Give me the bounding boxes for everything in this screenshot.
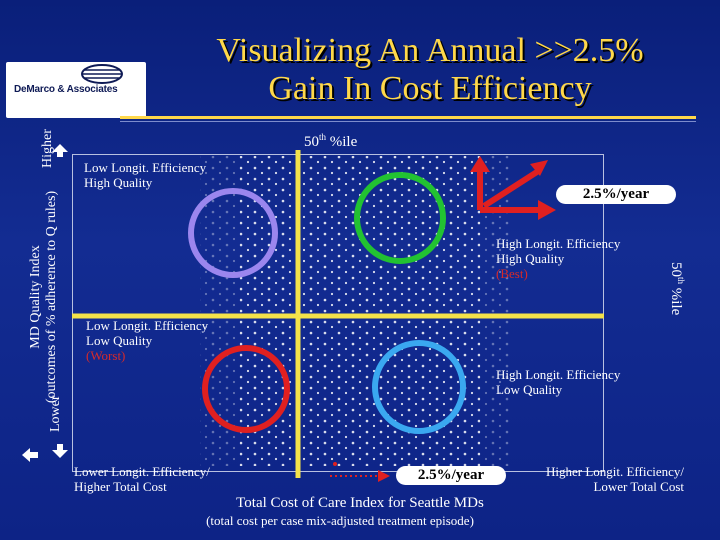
y-axis-title-line-1: MD Quality Index xyxy=(28,245,43,349)
median-right-text: %ile xyxy=(668,284,684,316)
quadrant-top-left-label: Low Longit. Efficiency High Quality xyxy=(84,160,206,190)
scatter-band-wide xyxy=(200,156,510,466)
arrow-left-icon xyxy=(22,448,38,462)
quadrant-top-right-line-3: (Best) xyxy=(496,266,528,281)
x-axis-title: Total Cost of Care Index for Seattle MDs xyxy=(236,495,484,511)
quadrant-bottom-left-line-3: (Worst) xyxy=(86,348,126,363)
quadrant-top-right-label: High Longit. Efficiency High Quality (Be… xyxy=(496,236,620,281)
median-top-sup: th xyxy=(319,132,327,142)
rate-label-bottom: 2.5%/year xyxy=(396,466,506,485)
arrow-right-icon xyxy=(330,462,390,482)
median-top-text: %ile xyxy=(326,134,358,150)
quadrant-top-right-line-1: High Longit. Efficiency xyxy=(496,236,621,251)
title-line-2: Gain In Cost Efficiency xyxy=(268,70,592,107)
x-axis-right-label: Higher Longit. Efficiency/ Lower Total C… xyxy=(510,464,684,494)
median-top-label: 50th %ile xyxy=(304,132,357,151)
title-line-1: Visualizing An Annual >>2.5% xyxy=(216,32,644,69)
x-axis-right-line-2: Lower Total Cost xyxy=(593,479,684,494)
circle-top-left xyxy=(188,188,278,278)
plot-area xyxy=(72,154,604,472)
quadrant-top-right-line-2: High Quality xyxy=(496,251,565,266)
x-axis-right-line-1: Higher Longit. Efficiency/ xyxy=(545,464,684,479)
quadrant-top-left-line-2: High Quality xyxy=(84,175,153,190)
arrow-up-right-icon xyxy=(470,156,556,220)
quadrant-bottom-right-line-1: High Longit. Efficiency xyxy=(496,367,621,382)
title-underline-thin xyxy=(120,121,696,122)
x-axis-subtitle: (total cost per case mix-adjusted treatm… xyxy=(206,513,474,528)
quadrant-bottom-left-label: Low Longit. Efficiency Low Quality (Wors… xyxy=(86,318,208,363)
page-title: Visualizing An Annual >>2.5% Gain In Cos… xyxy=(150,32,710,108)
title-underline xyxy=(120,116,696,119)
circle-top-right xyxy=(354,172,446,264)
circle-bottom-left xyxy=(202,345,290,433)
arrow-up-icon xyxy=(52,144,68,157)
quadrant-bottom-right-label: High Longit. Efficiency Low Quality xyxy=(496,367,620,397)
median-right-label: 50th %ile xyxy=(667,262,686,315)
arrow-down-icon xyxy=(52,444,68,458)
quadrant-bottom-left-line-1: Low Longit. Efficiency xyxy=(86,318,209,333)
x-axis-left-line-1: Lower Longit. Efficiency/ xyxy=(74,464,210,479)
x-axis-left-label: Lower Longit. Efficiency/ Higher Total C… xyxy=(74,464,210,494)
y-axis-lower-label: Lower xyxy=(48,395,63,432)
circle-bottom-right xyxy=(372,340,466,434)
median-right-num: 50 xyxy=(668,262,684,277)
quadrant-bottom-right-line-2: Low Quality xyxy=(496,382,563,397)
quadrant-bottom-left-line-2: Low Quality xyxy=(86,333,153,348)
median-top-num: 50 xyxy=(304,134,319,150)
logo-name: DeMarco & Associates xyxy=(14,84,118,95)
y-axis-higher-label: Higher xyxy=(40,129,55,168)
rate-label-top: 2.5%/year xyxy=(556,185,676,204)
x-axis-left-line-2: Higher Total Cost xyxy=(74,479,167,494)
quadrant-top-left-line-1: Low Longit. Efficiency xyxy=(84,160,207,175)
median-right-sup: th xyxy=(676,277,686,285)
